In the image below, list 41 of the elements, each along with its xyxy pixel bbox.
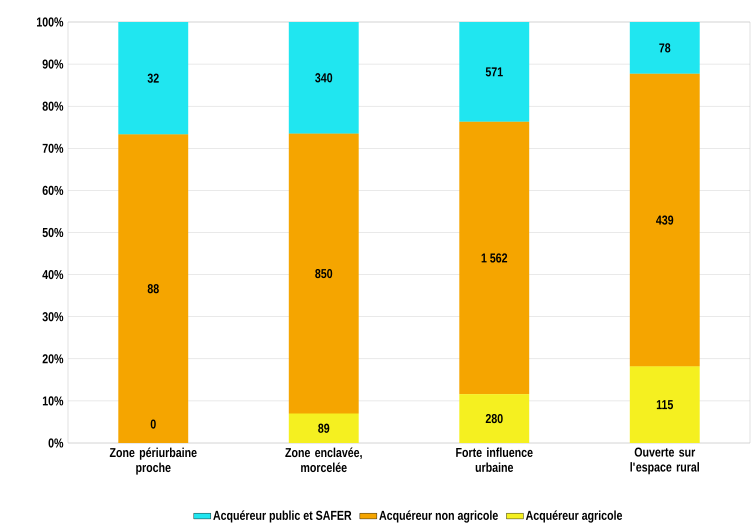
annotation: 439: [656, 215, 674, 225]
bar: [118, 22, 188, 134]
y-tick-label: 0%: [48, 438, 64, 448]
bar: [630, 74, 700, 366]
y-tick-label: 60%: [42, 186, 64, 195]
bar: [630, 366, 700, 443]
annotation: 850: [315, 268, 332, 278]
annotation: 571: [486, 67, 503, 76]
bar: [459, 22, 530, 122]
annotation: 1 562: [482, 253, 508, 263]
annotation: 340: [315, 73, 332, 82]
bar: [288, 414, 359, 443]
legend-label: Acquéreur non agricole: [379, 510, 498, 523]
bar: [288, 134, 359, 414]
y-tick-label: 20%: [42, 354, 64, 364]
annotation: 115: [656, 400, 674, 410]
annotation: 89: [318, 424, 330, 433]
y-tick-label: 90%: [42, 60, 64, 69]
legend-label: Acquéreur agricole: [526, 510, 622, 523]
bar: [118, 134, 188, 443]
y-tick-label: 10%: [42, 396, 64, 406]
bar: [630, 22, 700, 74]
bar: [288, 22, 359, 134]
y-tick-label: 50%: [42, 228, 64, 238]
y-tick-label: 100%: [36, 17, 64, 27]
y-tick-label: 30%: [42, 312, 64, 322]
x-tick-label: Ouverte sur l'espace rural: [630, 448, 699, 474]
annotation: 78: [659, 43, 670, 52]
legend-label: Acquéreur public et SAFER: [213, 510, 352, 523]
y-tick-label: 70%: [42, 144, 64, 153]
y-tick-label: 80%: [42, 102, 64, 111]
bar: [459, 394, 530, 443]
annotation: 32: [148, 74, 159, 83]
y-tick-label: 40%: [42, 270, 64, 280]
x-tick-label: Forte influence urbaine: [456, 448, 533, 472]
annotation: 0: [150, 419, 156, 429]
x-tick-label: Zone enclavée, morcelée: [285, 448, 362, 472]
annotation: 280: [486, 414, 503, 424]
annotation: 88: [148, 284, 159, 294]
bar: [459, 122, 530, 394]
x-tick-label: Zone périurbaine proche: [110, 448, 197, 475]
